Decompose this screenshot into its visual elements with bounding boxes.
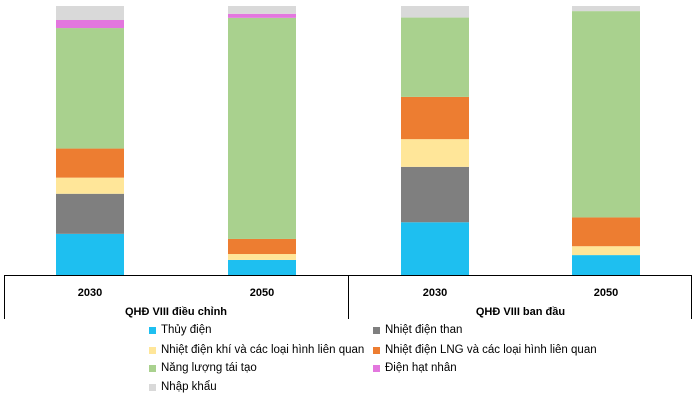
bar-segment (572, 255, 640, 275)
x-tick-label: 2030 (423, 287, 447, 299)
bar-segment (228, 17, 296, 239)
bar-segment (56, 177, 124, 194)
bar-segment (572, 6, 640, 12)
bar-segment (56, 28, 124, 149)
bar-segment (401, 139, 469, 167)
bar-segment (228, 238, 296, 255)
bar-segment (56, 193, 124, 234)
bar-segment (56, 6, 124, 20)
bar-segment (572, 11, 640, 218)
bar-segment (401, 17, 469, 97)
bar-segment (228, 254, 296, 260)
bar-segment (56, 19, 124, 29)
bar-segment (401, 6, 469, 18)
x-tick-label: 2050 (250, 287, 274, 299)
bar-segment (572, 217, 640, 247)
group-label: QHĐ VIII ban đầu (476, 306, 565, 318)
bar-segment (572, 246, 640, 256)
bar-segment (401, 166, 469, 223)
bar-segment (56, 233, 124, 275)
group-label: QHĐ VIII điều chỉnh (125, 306, 227, 318)
bars-layer (56, 6, 640, 275)
bar-segment (401, 222, 469, 275)
bar-segment (228, 13, 296, 18)
bar-segment (228, 259, 296, 275)
bar-segment (56, 148, 124, 178)
category-axis: 2030 2050 2030 2050 QHĐ VIII điều chỉnh QHĐ V… (4, 275, 692, 319)
x-tick-label: 2050 (594, 287, 618, 299)
x-tick-label: 2030 (78, 287, 102, 299)
bar-segment (228, 6, 296, 14)
bar-segment (401, 96, 469, 140)
